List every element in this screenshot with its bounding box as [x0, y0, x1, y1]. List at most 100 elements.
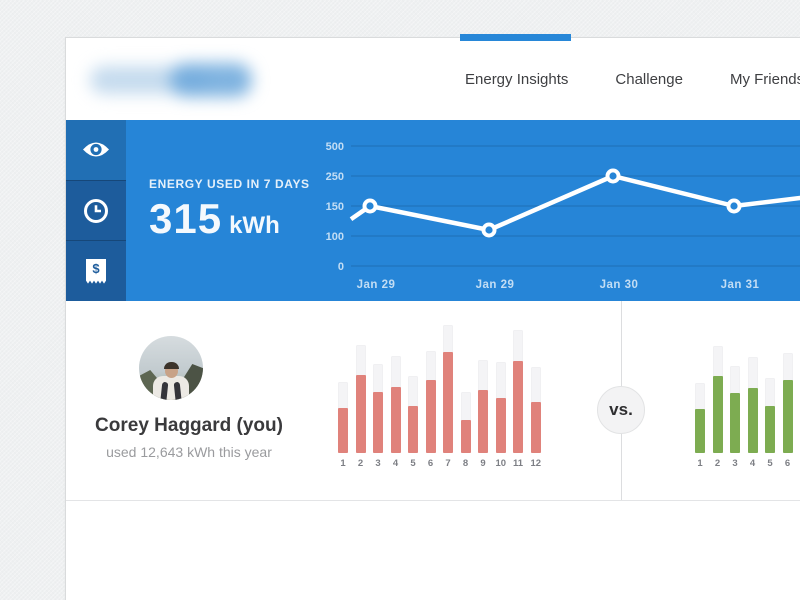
bar-track	[495, 362, 506, 453]
energy-kwh-value: 315	[149, 195, 223, 242]
energy-kwh-unit: kWh	[229, 212, 280, 239]
bar-month-label: 2	[357, 458, 364, 469]
versus-badge: vs.	[597, 386, 645, 434]
energy-panel: ENERGY USED IN 7 DAYS 315 kWh 500 250 150 1…	[126, 120, 800, 301]
bar-fill	[530, 402, 541, 453]
bar-fill	[495, 398, 506, 453]
y-tick-label: 150	[326, 201, 344, 213]
bar-month-label: 6	[427, 458, 434, 469]
versus-label: vs.	[609, 400, 633, 419]
hero-section: $ ENERGY USED IN 7 DAYS 315 kWh 500 250 15…	[66, 120, 800, 302]
dollar-glyph: $	[92, 260, 100, 276]
bar-track	[408, 376, 418, 453]
bar-month-label: 5	[767, 458, 773, 469]
bar-month-label: 11	[513, 458, 524, 469]
y-tick-label: 500	[326, 141, 344, 153]
bar-track	[425, 351, 436, 453]
user-monthly-bar-chart: 1 2 3 4 5 6 7 8 9 10 11 12	[338, 323, 541, 469]
x-tick-label: Jan 30	[600, 279, 639, 291]
bars	[695, 323, 800, 453]
sidebar-item-billing[interactable]: $	[66, 240, 126, 302]
bar-fill	[338, 408, 348, 453]
bar-fill	[782, 380, 793, 453]
y-tick-label: 250	[326, 171, 344, 183]
avatar-person-body	[153, 376, 189, 400]
bar-month-label: 9	[480, 458, 486, 469]
bar-fill	[408, 406, 418, 453]
dollar-receipt-icon: $	[86, 258, 106, 284]
clock-icon	[84, 198, 108, 223]
bar-track	[712, 346, 723, 453]
bar-track	[460, 392, 471, 453]
bar-month-label: 3	[375, 458, 381, 469]
bar-fill	[460, 420, 471, 453]
bar-month-label: 3	[732, 458, 738, 469]
bar-month-label: 6	[784, 458, 791, 469]
profile-name: Corey Haggard (you)	[95, 415, 283, 436]
tab-my-friends[interactable]: My Friends	[729, 70, 800, 88]
bar-fill	[695, 409, 705, 453]
bar-fill	[425, 380, 436, 453]
bar-fill	[730, 393, 740, 453]
top-nav: Energy Insights Challenge My Friends	[66, 34, 800, 120]
seven-day-line-chart: 500 250 150 100 0 Jan 29 Jan 29 Jan 30 Jan 31	[326, 141, 800, 291]
avatar[interactable]	[139, 336, 203, 400]
sidebar-item-overview[interactable]	[66, 120, 126, 180]
bar-month-label: 8	[462, 458, 469, 469]
bar-track	[338, 382, 348, 453]
bar-track	[355, 345, 366, 453]
line-data-point	[362, 198, 378, 214]
bar-track	[478, 360, 488, 453]
bar-track	[765, 378, 775, 453]
bar-fill	[390, 387, 401, 453]
bar-fill	[513, 361, 523, 453]
nav-tabs: Energy Insights Challenge My Friends	[465, 38, 800, 120]
bar-track	[373, 364, 383, 453]
bar-fill	[747, 388, 758, 453]
energy-summary-label: ENERGY USED IN 7 DAYS	[149, 177, 310, 191]
bar-fill	[355, 375, 366, 453]
bar-track	[530, 367, 541, 453]
y-tick-label: 0	[338, 261, 344, 273]
dashboard-card: Energy Insights Challenge My Friends	[65, 34, 800, 600]
x-tick-label: Jan 31	[721, 279, 760, 291]
bar-track	[513, 330, 523, 453]
bar-fill	[443, 352, 453, 453]
profile-usage: used 12,643 kWh this year	[106, 444, 272, 460]
energy-summary: ENERGY USED IN 7 DAYS 315 kWh	[149, 177, 310, 243]
bar-track	[695, 383, 705, 453]
x-tick-label: Jan 29	[476, 279, 515, 291]
bar-month-label: 10	[495, 458, 507, 469]
tab-challenge[interactable]: Challenge	[615, 70, 683, 88]
profile-text: Corey Haggard (you) used 12,643 kWh this…	[76, 415, 302, 460]
tab-energy-insights[interactable]: Energy Insights	[465, 70, 569, 88]
bar-track	[730, 366, 740, 453]
bar-month-label: 12	[530, 458, 542, 469]
logo-blob-blue	[170, 63, 252, 97]
icon-sidebar: $	[66, 120, 126, 302]
line-data-point	[726, 198, 742, 214]
bar-month-label: 4	[749, 458, 756, 469]
y-tick-label: 100	[326, 231, 344, 243]
bar-month-label: 1	[697, 458, 703, 469]
bar-month-label: 7	[445, 458, 451, 469]
energy-summary-value: 315 kWh	[149, 195, 310, 243]
app-logo-blurred	[88, 54, 263, 104]
avatar-person-hair	[164, 362, 179, 369]
bar-month-label: 1	[340, 458, 346, 469]
eye-icon	[83, 142, 109, 157]
bar-month-label: 4	[392, 458, 399, 469]
bars	[338, 323, 541, 453]
bar-month-label: 2	[714, 458, 721, 469]
line-data-point	[481, 222, 497, 238]
x-tick-label: Jan 29	[357, 279, 396, 291]
bar-fill	[478, 390, 488, 453]
bar-month-label: 5	[410, 458, 416, 469]
bar-track	[747, 357, 758, 453]
bar-track	[390, 356, 401, 453]
sidebar-item-history[interactable]	[66, 179, 126, 241]
